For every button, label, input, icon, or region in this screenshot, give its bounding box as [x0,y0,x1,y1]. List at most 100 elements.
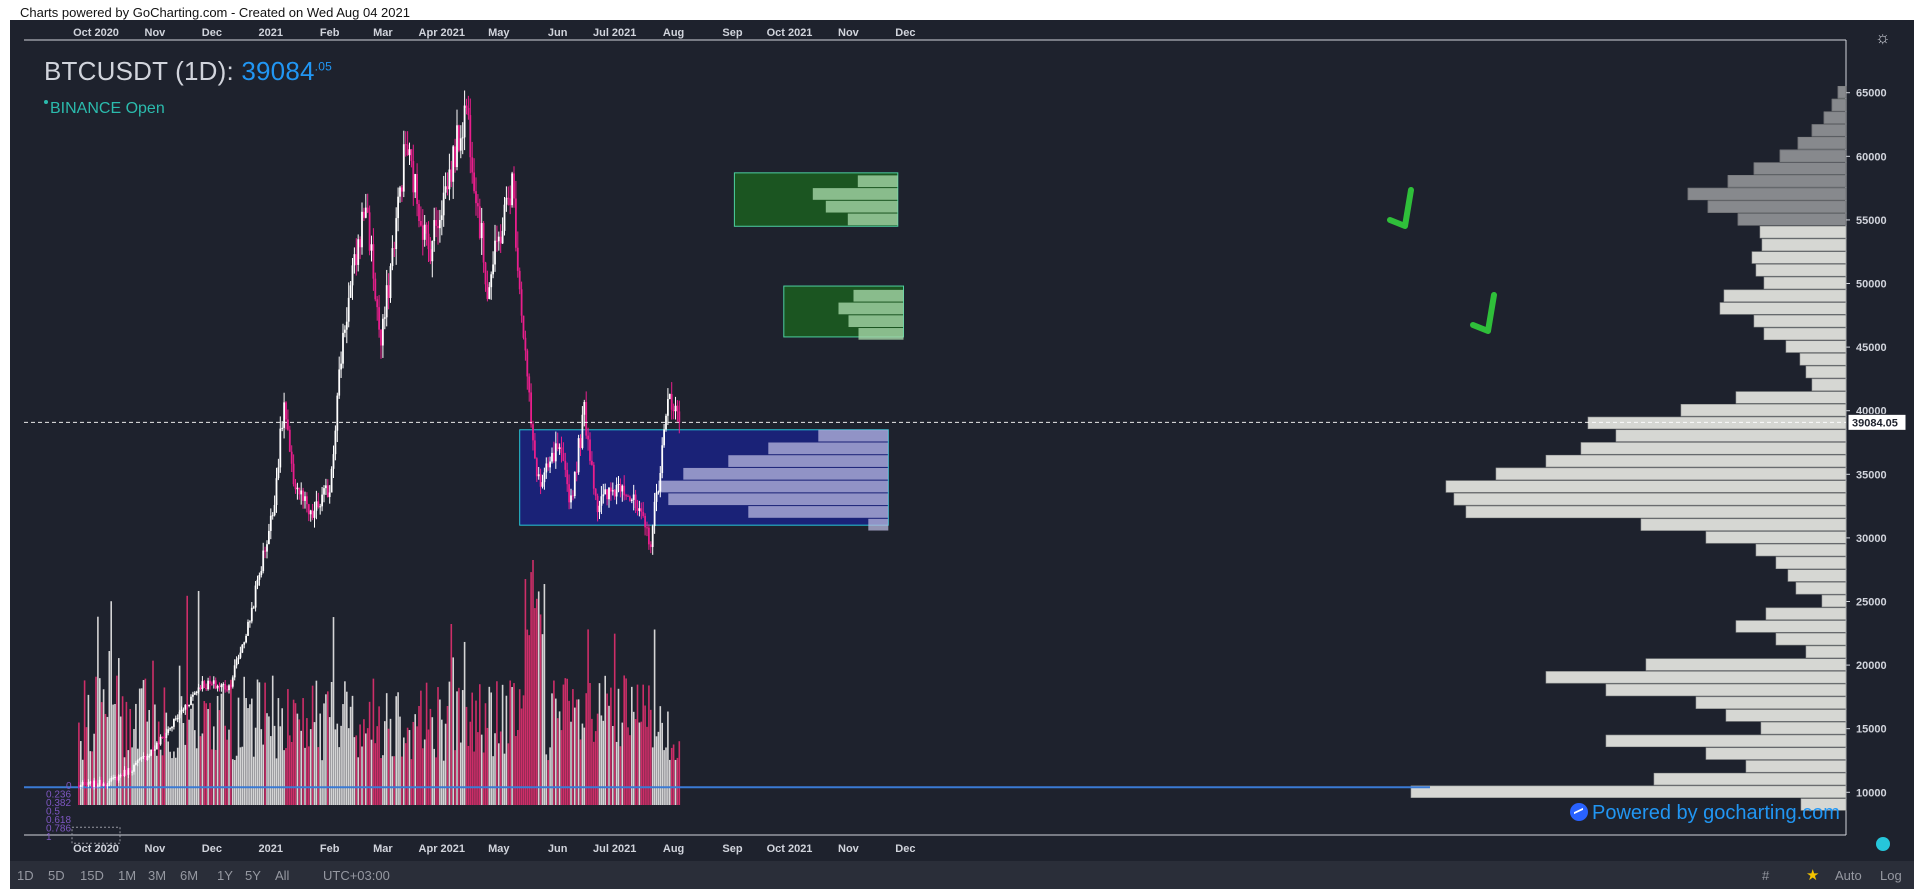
volume-bar [384,721,386,805]
volume-bar [501,684,504,805]
settings-gear-icon[interactable]: ☼ [1875,28,1891,47]
volume-bar [631,686,633,805]
volume-bar [536,598,538,805]
volume-profile-bar-upper [1780,149,1846,162]
candle-body [420,221,422,226]
candle-body [606,489,608,500]
volume-bar [494,733,496,805]
auto-scale-toggle[interactable]: Auto [1835,868,1862,883]
candle-body [397,196,399,219]
volume-bar [154,704,156,805]
candle-body [119,775,122,777]
candle-body [167,729,170,733]
volume-bar [391,756,394,805]
candle-body [287,419,289,430]
volume-bar [313,722,316,805]
volume-bar [613,633,616,805]
candle-body [347,297,350,322]
green-check-icon [1470,292,1497,334]
volume-bar [173,751,175,805]
candle-body [653,501,656,527]
timeframe-1y[interactable]: 1Y [217,868,233,883]
volume-profile-bar [1410,785,1847,798]
candle-body [313,510,316,518]
volume-bar [621,722,624,805]
volume-bar [254,727,257,805]
candle-body [505,197,508,205]
timeframe-1d[interactable]: 1D [17,868,34,883]
volume-bar [319,713,321,805]
volume-bar [562,684,565,805]
volume-bar [418,705,420,805]
timeframe-3m[interactable]: 3M [148,868,167,883]
gocharting-logo-icon [1570,803,1588,821]
volume-bar [146,721,149,805]
volume-bar [270,736,272,805]
candle-body [148,755,151,757]
powered-by-watermark[interactable]: Powered by gocharting.com [1570,802,1840,825]
candle-body [554,443,557,462]
timeframe-1m[interactable]: 1M [118,868,137,883]
volume-bar [334,729,337,805]
value-area-profile-bar [658,480,889,493]
volume-profile-bar-upper [1708,200,1846,213]
volume-bar [545,754,548,805]
candle-body [592,464,595,489]
candle-body [433,220,436,242]
timeframe-6m[interactable]: 6M [180,868,199,883]
grid-toggle-icon[interactable]: # [1762,868,1770,883]
candle-body [587,435,589,440]
volume-bar [575,699,578,805]
time-tick-bottom: Jul 2021 [593,843,636,855]
candle-body [127,768,130,775]
candle-body [496,240,498,242]
time-tick-top: Jul 2021 [593,27,636,39]
candle-body [281,427,284,429]
volume-bar [317,747,320,805]
volume-bar [431,717,434,805]
volume-profile-bar [1705,531,1847,544]
candle-body [602,494,605,497]
volume-bar [579,739,582,805]
volume-profile-bar [1605,683,1847,697]
candle-body [372,244,375,279]
volume-profile-bar [1753,315,1847,328]
volume-bar [233,760,236,805]
candle-body [406,144,409,156]
candle-body [95,780,97,786]
timeframe-5d[interactable]: 5D [48,868,65,883]
candle-body [634,494,637,508]
candle-body [98,779,101,786]
fib-level-label: 0.382 [46,798,71,809]
volume-bar [252,756,255,805]
volume-bar [587,629,589,805]
volume-bar [281,708,283,805]
volume-bar [323,703,325,805]
log-scale-toggle[interactable]: Log [1880,868,1902,883]
volume-bar [203,701,206,805]
time-tick-top: Nov [838,27,860,39]
volume-bar [100,702,103,805]
volume-bar [437,687,439,805]
chart-frame[interactable]: Oct 2020 Oct 2020 Nov Nov Dec Dec 2021 2021 Feb F… [10,20,1914,889]
candle-body [429,249,432,262]
volume-profile-bar [1775,556,1847,569]
volume-profile-bar [1800,798,1847,811]
live-indicator-icon[interactable] [1876,837,1890,851]
favorite-star-icon[interactable]: ★ [1806,867,1820,884]
candle-body [224,684,227,690]
timezone-selector[interactable]: UTC+03:00 [323,868,390,883]
time-tick-top: Apr 2021 [419,27,465,39]
candle-body [640,508,643,512]
timeframe-15d[interactable]: 15D [80,868,104,883]
timeframe-5y[interactable]: 5Y [245,868,261,883]
volume-bar [268,716,270,805]
volume-profile-bar [1545,671,1847,684]
price-chart[interactable]: Oct 2020 Oct 2020 Nov Nov Dec Dec 2021 2021 Feb F… [10,20,1914,861]
volume-bar [169,751,171,805]
candle-body [651,526,654,548]
volume-profile-bar [1737,213,1847,226]
candle-body [494,240,496,265]
candle-body [501,230,504,244]
timeframe-all[interactable]: All [275,868,290,883]
